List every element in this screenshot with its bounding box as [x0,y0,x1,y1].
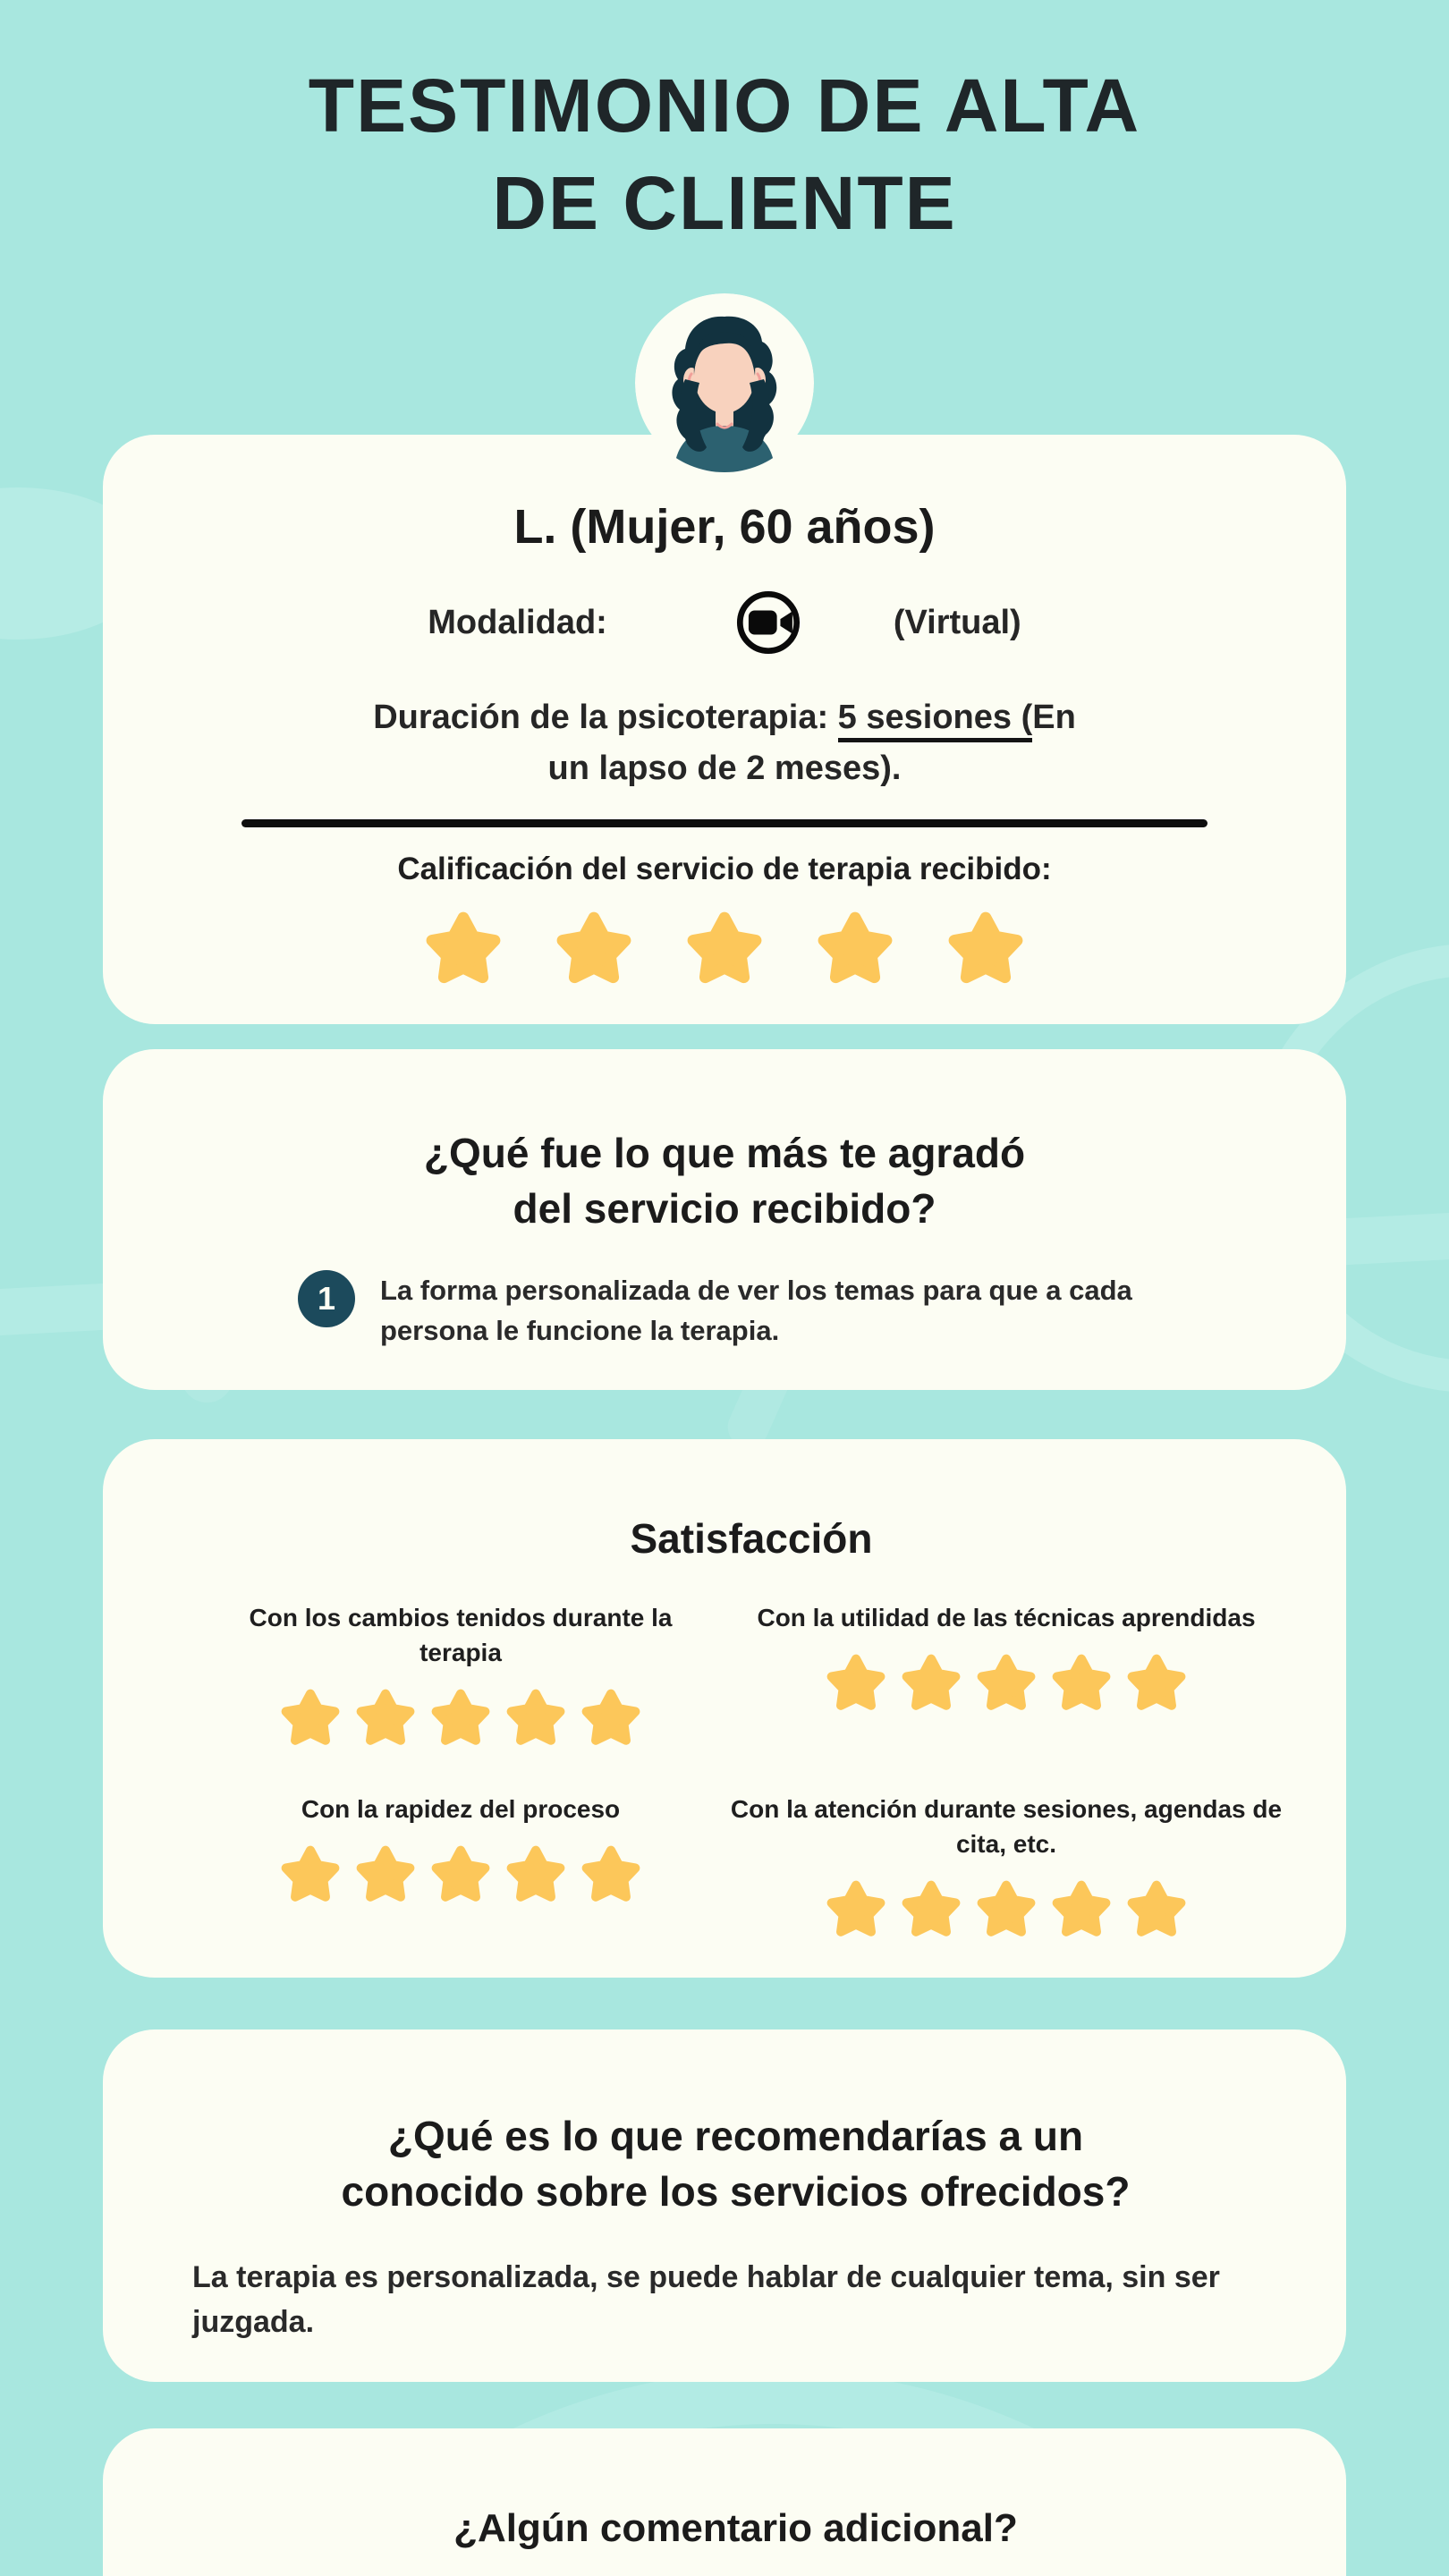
star-icon [902,1654,961,1710]
star-icon [556,911,631,984]
satisfaction-item-changes: Con los cambios tenidos durante la terap… [210,1600,711,1750]
star-icon [687,911,762,984]
star-icon [1127,1654,1186,1710]
star-icon [506,1845,565,1902]
star-icon [581,1845,640,1902]
star-icon [431,1689,490,1745]
modality-label: Modalidad: [428,603,607,641]
avatar [635,293,814,473]
question1-answer: La forma personalizada de ver los temas … [380,1274,1132,1346]
star-icon [1052,1654,1111,1710]
number-badge: 1 [298,1269,355,1327]
therapy-duration: Duración de la psicoterapia: 5 sesiones … [103,692,1346,794]
star-icon [818,911,893,984]
star-icon [581,1689,640,1745]
therapy-duration-line1: Duración de la psicoterapia: 5 sesiones … [103,692,1346,743]
star-icon [1127,1880,1186,1936]
list-item: 1 La forma personalizada de ver los tema… [298,1269,1346,1351]
woman-avatar-icon [635,293,814,473]
satisfaction-grid: Con los cambios tenidos durante la terap… [210,1600,1292,1942]
star-icon [506,1689,565,1745]
star-icon [281,1845,340,1902]
star-icon [426,911,501,984]
page-title-line2: DE CLIENTE [492,161,957,246]
question1-card: ¿Qué fue lo que más te agradó del servic… [103,1049,1346,1390]
star-icon [902,1880,961,1936]
question3-title: ¿Algún comentario adicional? [453,2505,1018,2550]
star-icon [281,1689,340,1745]
page-title: TESTIMONIO DE ALTA DE CLIENTE [0,57,1449,252]
modality-row: Modalidad: (Virtual) [103,580,1346,665]
star-icon [977,1654,1036,1710]
question2-answer: La terapia es personalizada, se puede ha… [192,2260,1220,2340]
satisfaction-item-speed: Con la rapidez del proceso [210,1792,711,1942]
question1-title: ¿Qué fue lo que más te agradó del servic… [423,1129,1026,1232]
star-icon [1052,1880,1111,1936]
satisfaction-item-attention: Con la atención durante sesiones, agenda… [720,1792,1292,1942]
duration-underlined-value: 5 sesiones ( [837,699,1033,743]
video-camera-icon [725,580,811,665]
satisfaction-item-techniques: Con la utilidad de las técnicas aprendid… [720,1600,1292,1750]
overall-rating-stars [103,908,1346,990]
satisfaction-title: Satisfacción [630,1514,873,1562]
star-icon [826,1880,886,1936]
divider-line [242,819,1208,828]
client-name: L. (Mujer, 60 años) [513,500,936,555]
question2-card: ¿Qué es lo que recomendarías a un conoci… [103,2029,1346,2383]
modality-value: (Virtual) [893,603,1021,641]
star-icon [431,1845,490,1902]
question3-card: ¿Algún comentario adicional? Era muy res… [103,2428,1346,2576]
star-icon [948,911,1023,984]
star-icon [977,1880,1036,1936]
rating-stars [824,1651,1189,1716]
satisfaction-card: Satisfacción Con los cambios tenidos dur… [103,1438,1346,1979]
star-icon [356,1689,415,1745]
star-icon [826,1654,886,1710]
therapy-duration-line2: un lapso de 2 meses). [547,750,902,788]
rating-label: Calificación del servicio de terapia rec… [397,852,1052,887]
client-card: L. (Mujer, 60 años) Modalidad: (Virtual)… [103,435,1346,1025]
page-title-line1: TESTIMONIO DE ALTA [308,64,1141,148]
question2-title: ¿Qué es lo que recomendarías a un conoci… [341,2113,1131,2216]
rating-stars [278,1843,643,1907]
rating-stars [824,1877,1189,1942]
rating-stars [278,1686,643,1750]
star-icon [356,1845,415,1902]
